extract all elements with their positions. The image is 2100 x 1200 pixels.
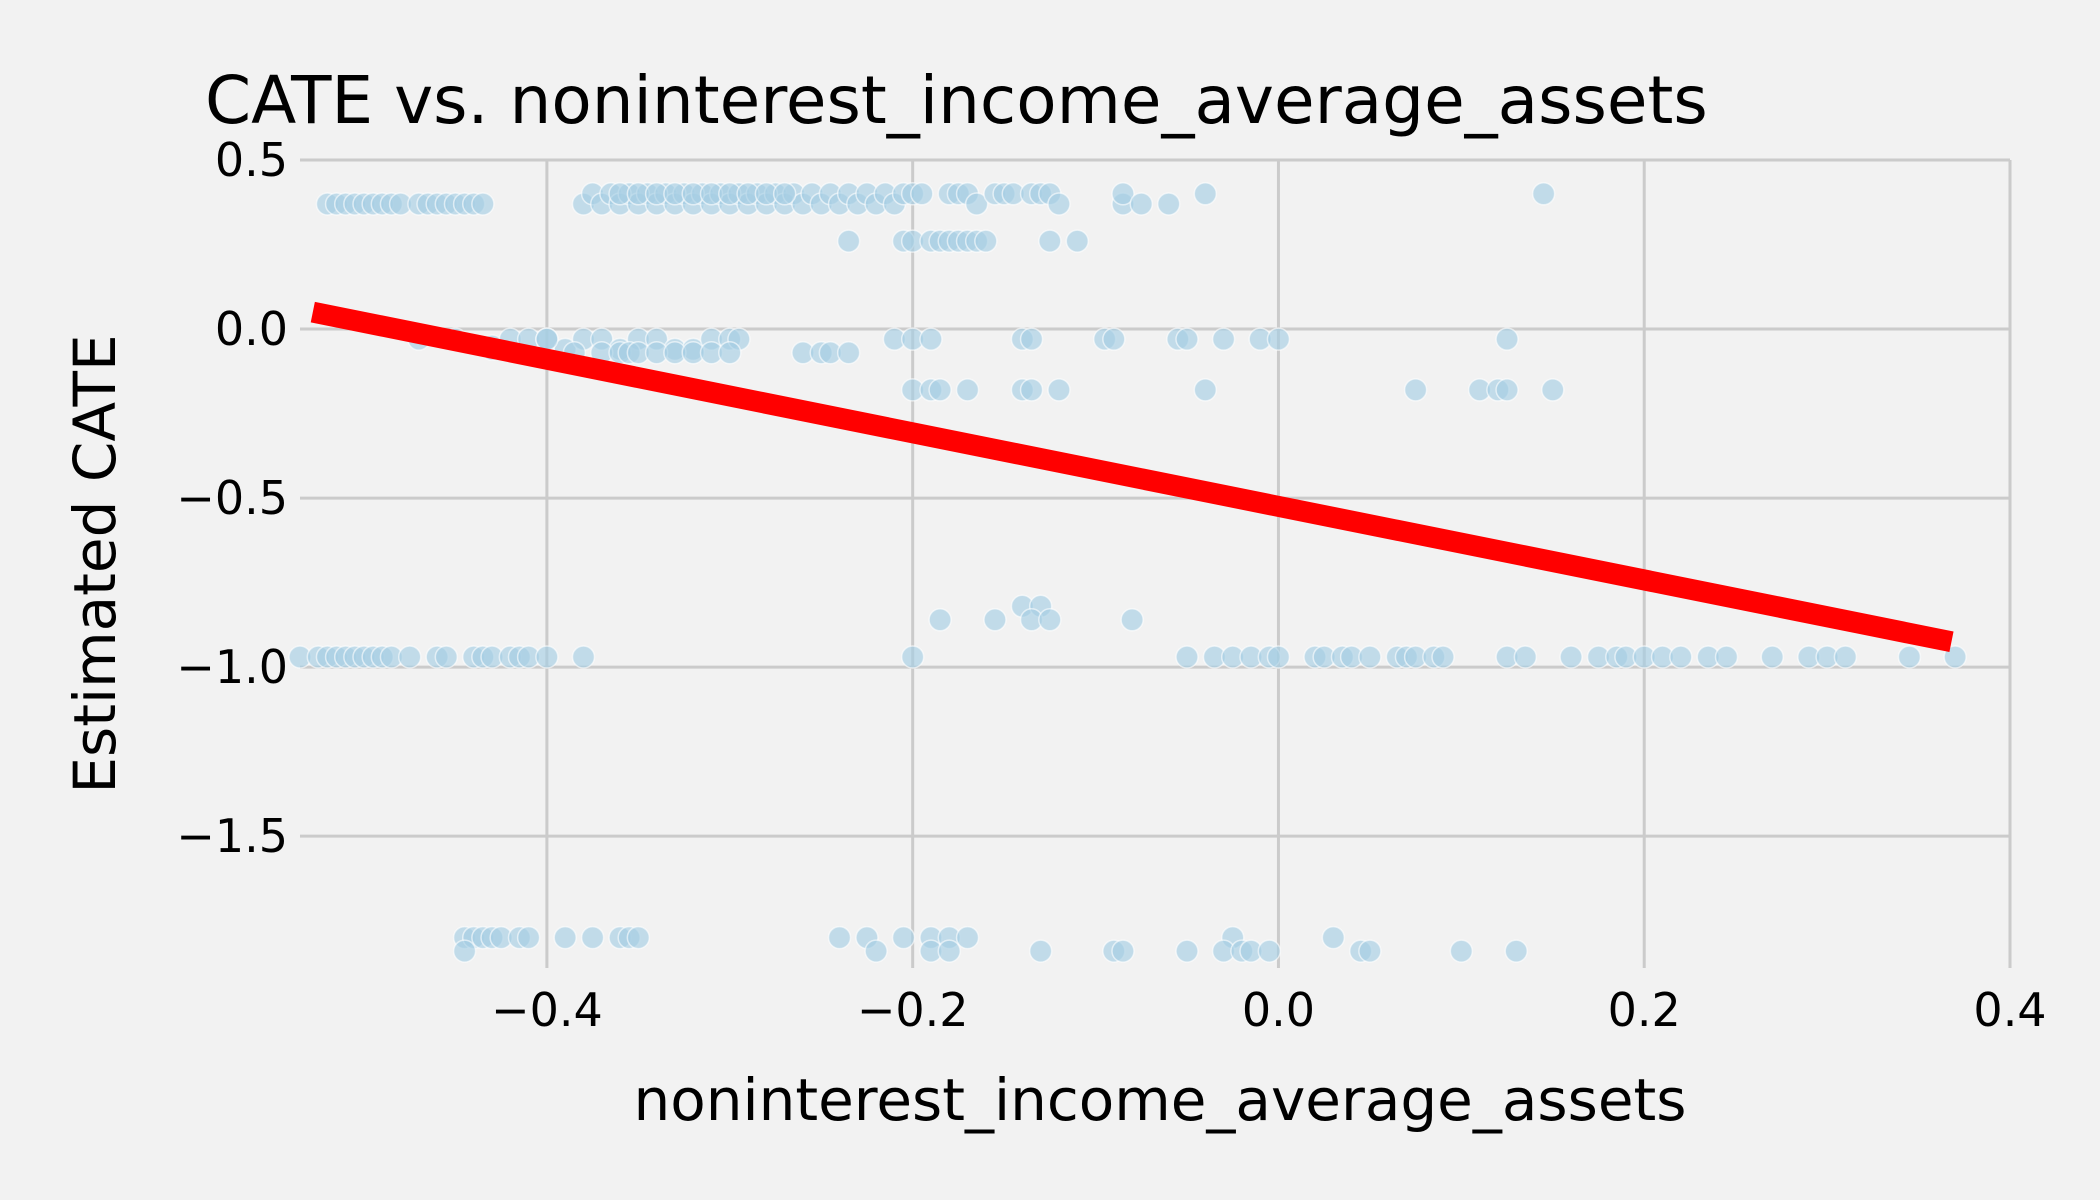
trend-line-group [310, 301, 1954, 653]
data-point [1504, 939, 1528, 963]
x-tick-label: 0.0 [1242, 983, 1315, 1037]
data-point [919, 327, 943, 351]
y-tick-label: −0.5 [176, 471, 288, 525]
data-point [571, 645, 596, 669]
x-axis-label: noninterest_income_average_assets [633, 1066, 1686, 1134]
x-tick-label: −0.4 [491, 983, 603, 1037]
data-point [580, 925, 605, 950]
data-point [1193, 182, 1218, 206]
data-point [1102, 327, 1126, 351]
data-point [772, 182, 797, 206]
data-point [910, 182, 934, 206]
data-point [955, 925, 980, 950]
data-point [983, 608, 1007, 632]
data-point [434, 645, 459, 669]
data-point [397, 645, 422, 669]
data-point [553, 925, 577, 950]
data-point [827, 925, 852, 950]
trend-line [310, 301, 1954, 653]
y-tick-labels: 0.5 0.0 −0.5 −1.0 −1.5 [176, 133, 288, 863]
data-point [1403, 378, 1428, 402]
data-point [964, 192, 989, 216]
scatter-points [288, 182, 1967, 963]
data-point [1038, 608, 1062, 632]
data-point [1495, 378, 1519, 402]
data-point [1129, 192, 1154, 216]
data-point [928, 608, 952, 632]
data-point [1047, 192, 1071, 216]
data-point [1047, 378, 1071, 402]
data-point [1111, 939, 1135, 963]
data-point [1495, 327, 1519, 351]
data-point [1321, 925, 1346, 950]
data-point [1111, 182, 1135, 206]
data-point [1038, 229, 1062, 253]
data-point [1266, 327, 1291, 351]
data-point [1760, 645, 1784, 669]
data-point [974, 229, 998, 253]
x-tick-labels: −0.4 −0.2 0.0 0.2 0.4 [491, 983, 2047, 1037]
data-point [1175, 645, 1199, 669]
data-point [955, 378, 980, 402]
data-point [1266, 645, 1291, 669]
data-point [1358, 939, 1382, 963]
data-point [1669, 645, 1693, 669]
data-point [1513, 645, 1538, 669]
data-point [1257, 939, 1282, 963]
data-point [1019, 327, 1044, 351]
data-point [1531, 182, 1556, 206]
data-point [718, 340, 742, 365]
data-point [1714, 645, 1739, 669]
data-point [1156, 192, 1181, 216]
data-point [1211, 327, 1236, 351]
data-point [1833, 645, 1858, 669]
data-point [452, 939, 477, 963]
data-point [900, 645, 925, 669]
data-point [1028, 939, 1053, 963]
data-point [535, 327, 559, 351]
data-point [1120, 608, 1144, 632]
data-point [937, 939, 962, 963]
data-point [471, 192, 495, 216]
data-point [1019, 378, 1044, 402]
data-point [1065, 229, 1090, 253]
data-point [1175, 327, 1199, 351]
data-point [626, 925, 651, 950]
y-tick-label: 0.5 [215, 133, 288, 187]
data-point [1175, 939, 1199, 963]
data-point [836, 229, 861, 253]
y-tick-label: −1.5 [176, 809, 288, 863]
data-point [891, 925, 916, 950]
y-axis-label: Estimated CATE [61, 334, 129, 793]
x-tick-label: −0.2 [857, 983, 969, 1037]
data-point [535, 645, 559, 669]
data-point [516, 925, 541, 950]
data-point [1559, 645, 1583, 669]
data-point [1897, 645, 1922, 669]
data-point [1541, 378, 1565, 402]
x-tick-label: 0.4 [1973, 983, 2046, 1037]
data-point [928, 378, 952, 402]
x-tick-label: 0.2 [1608, 983, 1681, 1037]
data-point [1449, 939, 1474, 963]
data-point [864, 939, 888, 963]
y-tick-label: 0.0 [215, 302, 288, 356]
chart-title: CATE vs. noninterest_income_average_asse… [205, 62, 1708, 139]
y-tick-label: −1.0 [176, 640, 288, 694]
data-point [1193, 378, 1218, 402]
data-point [1943, 645, 1967, 669]
data-point [836, 340, 861, 365]
data-point [1431, 645, 1455, 669]
data-point [1358, 645, 1382, 669]
